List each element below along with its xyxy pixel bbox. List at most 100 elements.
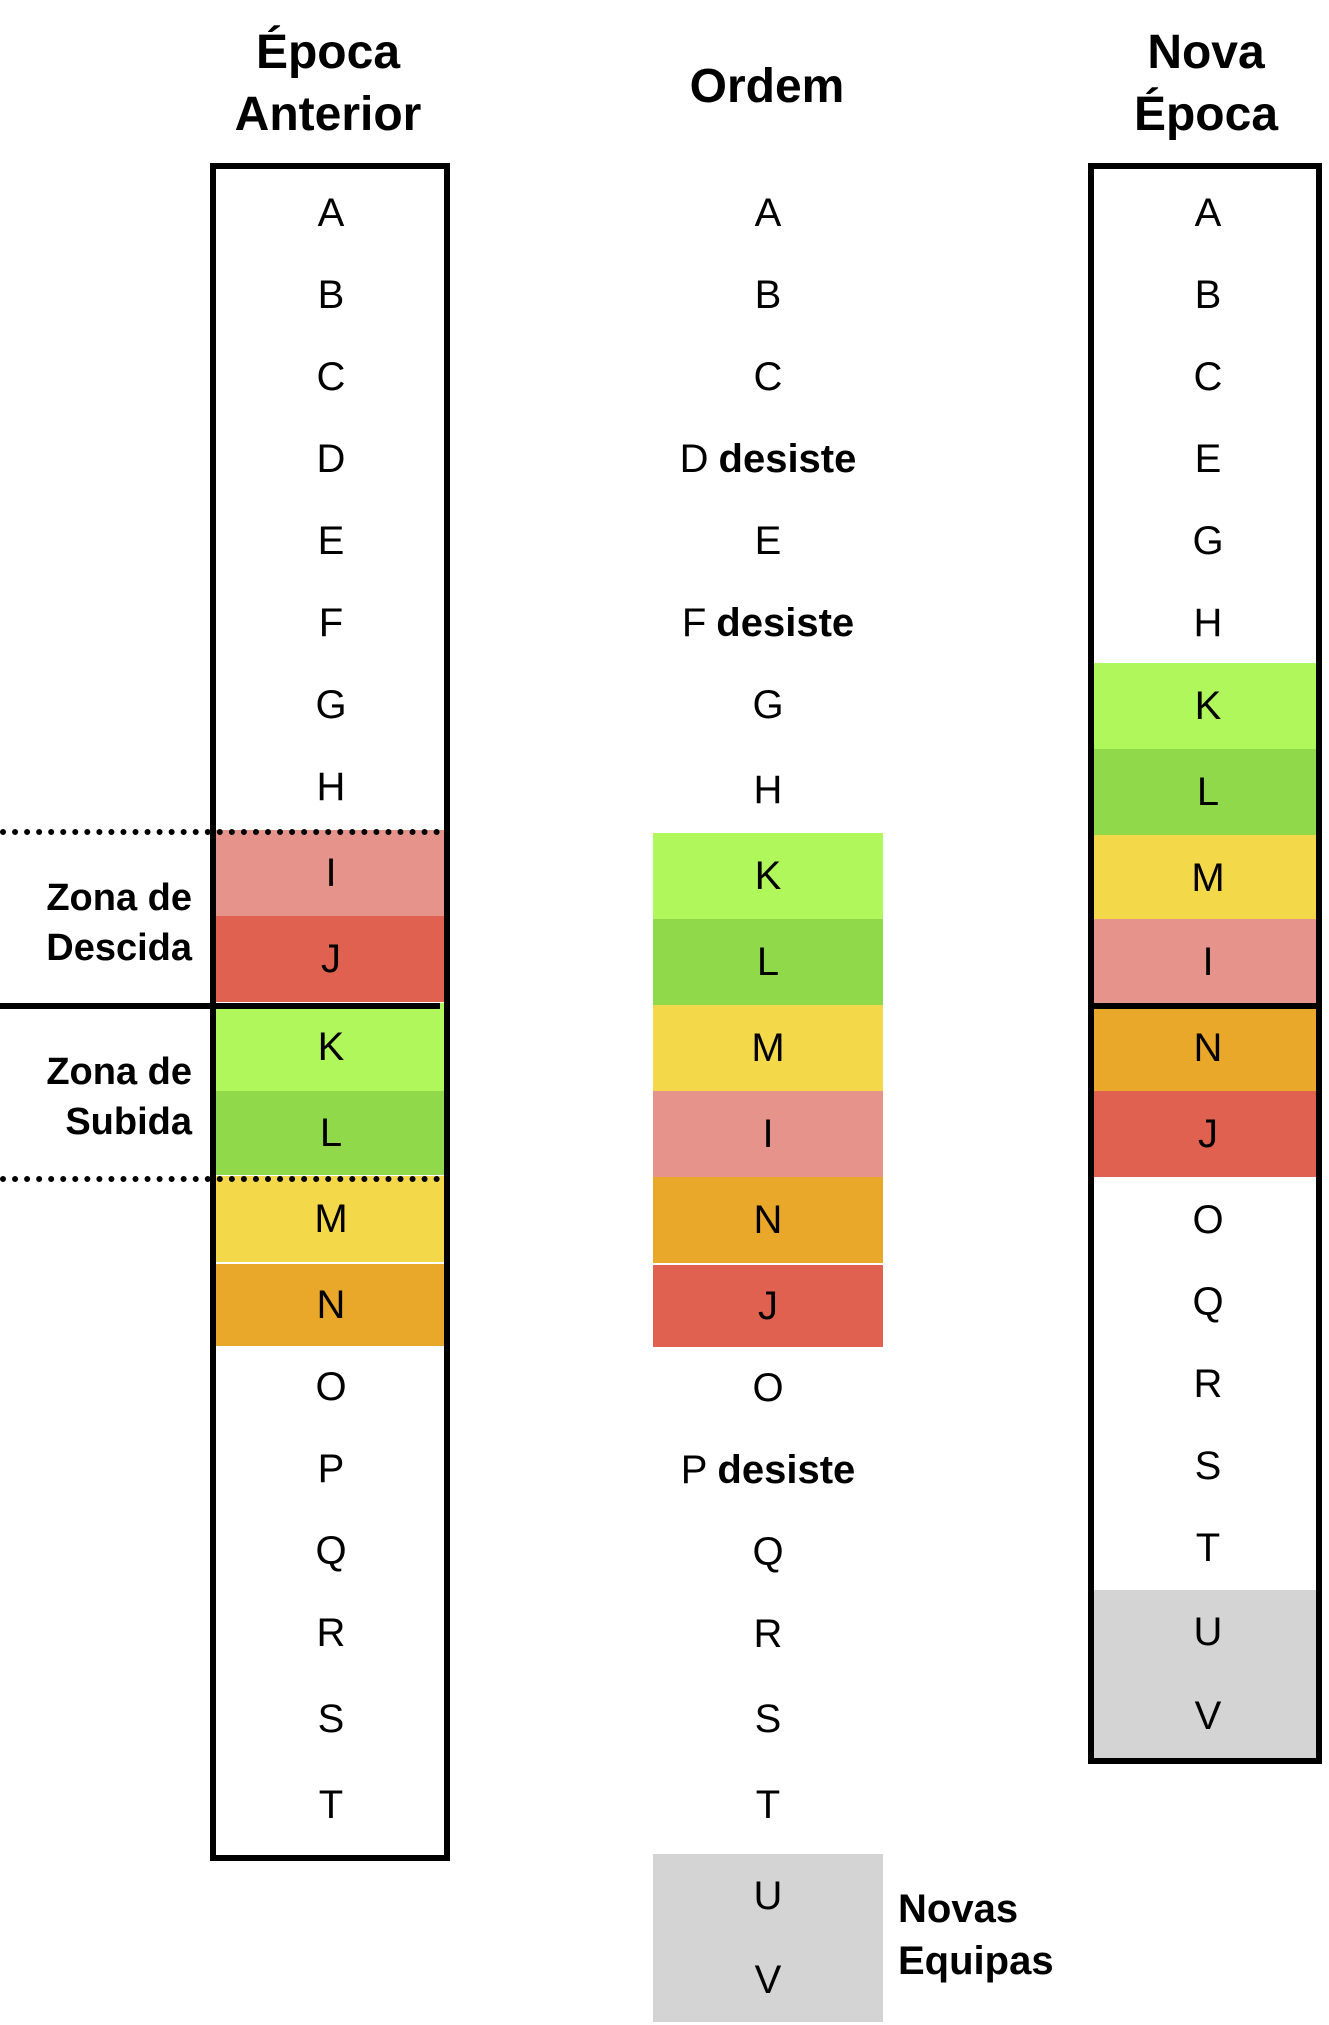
withdraws-label: desiste [718, 436, 857, 481]
team-label: H [753, 767, 783, 812]
previous-team-c: C [216, 336, 446, 418]
team-label: J [321, 936, 341, 981]
new-team-m: M [1094, 835, 1322, 921]
team-label: K [1194, 683, 1222, 728]
team-label: M [314, 1196, 348, 1241]
promotion-zone-line2: Subida [65, 1101, 192, 1143]
previous-team-k: K [216, 1003, 446, 1091]
team-label: O [1192, 1197, 1224, 1242]
team-label: O [752, 1365, 784, 1410]
new-team-i: I [1094, 919, 1322, 1005]
team-label: R [1193, 1361, 1223, 1406]
order-team-i: I [653, 1091, 883, 1177]
team-label: B [754, 272, 782, 317]
new-team-h: H [1094, 582, 1322, 664]
team-label: N [1193, 1025, 1223, 1070]
order-team-k: K [653, 833, 883, 919]
order-team-v: V [653, 1938, 883, 2022]
previous-team-o: O [216, 1346, 446, 1428]
previous-team-p: P [216, 1428, 446, 1510]
team-label: T [755, 1782, 781, 1827]
promotion-zone-label: Zona de Subida [2, 1047, 192, 1147]
new-team-o: O [1094, 1179, 1322, 1261]
team-label: G [1192, 518, 1224, 563]
team-label: T [1195, 1525, 1221, 1570]
team-label: K [754, 853, 782, 898]
previous-team-j: J [216, 916, 446, 1002]
header-new-line2: Época [1133, 88, 1279, 141]
team-label: J [758, 1283, 778, 1328]
order-team-s: S [653, 1676, 883, 1762]
previous-team-q: Q [216, 1510, 446, 1592]
relegation-zone-line2: Descida [46, 927, 192, 969]
new-team-s: S [1094, 1425, 1322, 1507]
new-team-c: C [1094, 336, 1322, 418]
team-label: M [1191, 855, 1225, 900]
order-team-m: M [653, 1005, 883, 1091]
team-label: F [681, 600, 707, 645]
previous-team-n: N [216, 1264, 446, 1346]
team-label: J [1198, 1111, 1218, 1156]
team-label: P [680, 1447, 708, 1492]
previous-team-g: G [216, 664, 446, 746]
team-label: A [754, 190, 782, 235]
team-label: E [754, 518, 782, 563]
header-new-line1: Nova [1147, 26, 1265, 79]
team-label: I [762, 1111, 774, 1156]
new-team-r: R [1094, 1343, 1322, 1425]
team-label: S [317, 1696, 345, 1741]
order-team-u: U [653, 1854, 883, 1938]
new-season-divider-line [1088, 1003, 1322, 1009]
team-label: B [317, 272, 345, 317]
header-previous-line2: Anterior [234, 88, 422, 141]
previous-team-i: I [216, 830, 446, 916]
team-label: H [1193, 600, 1223, 645]
team-label: K [317, 1024, 345, 1069]
team-label: S [754, 1696, 782, 1741]
previous-team-l: L [216, 1091, 446, 1175]
team-label: B [1194, 272, 1222, 317]
team-label: M [751, 1025, 785, 1070]
new-team-q: Q [1094, 1261, 1322, 1343]
team-label: D [679, 436, 709, 481]
new-team-j: J [1094, 1091, 1322, 1177]
header-order: Ordem [607, 56, 927, 118]
team-label: N [316, 1282, 346, 1327]
order-team-r: R [653, 1592, 883, 1676]
team-label: C [1193, 354, 1223, 399]
previous-team-t: T [216, 1762, 446, 1848]
team-label: A [317, 190, 345, 235]
withdraws-label: desiste [716, 600, 855, 645]
team-label: G [315, 682, 347, 727]
team-label: H [316, 764, 346, 809]
new-teams-line1: Novas [898, 1887, 1019, 1931]
relegation-zone-label: Zona de Descida [2, 873, 192, 973]
new-teams-label: Novas Equipas [898, 1883, 1054, 1987]
team-label: O [315, 1364, 347, 1409]
order-team-a: A [653, 172, 883, 254]
promotion-zone-bottom-dotted-line [0, 1176, 440, 1182]
previous-team-d: D [216, 418, 446, 500]
team-label: Q [315, 1528, 347, 1573]
team-label: Q [1192, 1279, 1224, 1324]
previous-team-h: H [216, 746, 446, 828]
team-label: E [1194, 436, 1222, 481]
team-label: L [1196, 769, 1220, 814]
new-team-b: B [1094, 254, 1322, 336]
team-label: I [325, 850, 337, 895]
order-team-h: H [653, 747, 883, 833]
header-new-season: Nova Época [1046, 22, 1329, 146]
previous-team-f: F [216, 582, 446, 664]
withdraws-label: desiste [717, 1447, 856, 1492]
order-team-q: Q [653, 1511, 883, 1593]
new-team-t: T [1094, 1507, 1322, 1589]
team-label: L [319, 1110, 343, 1155]
team-label: G [752, 682, 784, 727]
promotion-zone-line1: Zona de [46, 1051, 192, 1093]
zone-divider-line [0, 1003, 440, 1009]
new-team-k: K [1094, 663, 1322, 749]
new-teams-line2: Equipas [898, 1939, 1054, 1983]
new-team-u: U [1094, 1590, 1322, 1674]
